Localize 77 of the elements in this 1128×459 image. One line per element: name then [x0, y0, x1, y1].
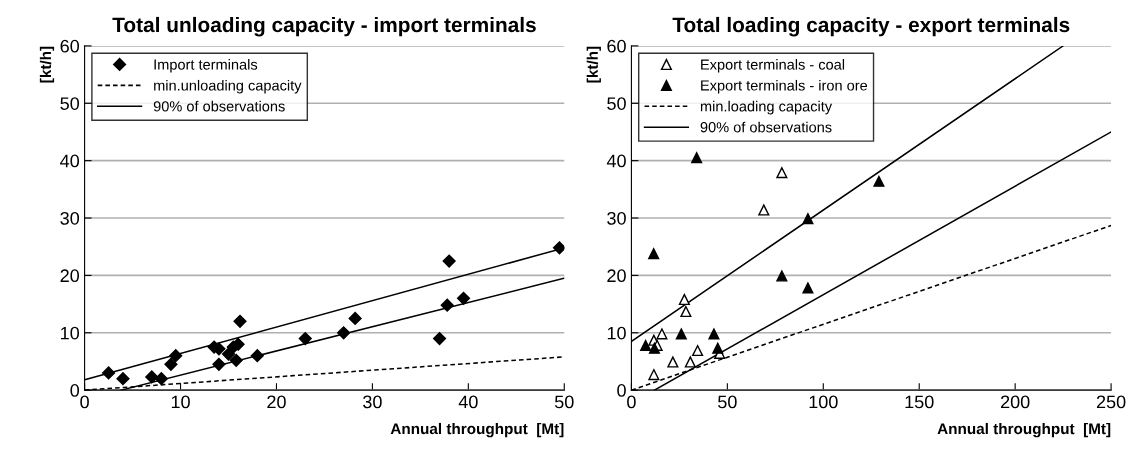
point — [337, 326, 351, 340]
y-tick-label: 20 — [60, 269, 80, 283]
legend-label: Export terminals - coal — [701, 59, 845, 73]
point — [432, 331, 447, 346]
point — [648, 369, 660, 381]
x-tick-label: 200 — [1000, 395, 1030, 409]
point — [456, 291, 471, 305]
point — [692, 345, 704, 357]
x-tick-label: 10 — [171, 395, 190, 409]
x-tick-label: 50 — [554, 395, 574, 409]
point — [440, 298, 454, 312]
point — [776, 270, 788, 282]
point — [656, 328, 668, 340]
point — [250, 349, 264, 363]
x-tick-label: 250 — [1096, 395, 1126, 409]
point — [233, 314, 247, 328]
x-tick-label: 20 — [267, 395, 286, 409]
chart-title: Total loading capacity - export terminals — [672, 16, 1070, 37]
point — [678, 293, 690, 306]
x-tick-label: 0 — [80, 395, 89, 409]
x-tick-label: 30 — [363, 395, 382, 409]
y-axis-title: [kt/h] — [586, 46, 601, 83]
y-tick-label: 50 — [607, 97, 626, 110]
point — [552, 241, 565, 255]
point — [169, 349, 183, 363]
point — [116, 372, 130, 386]
y-tick-label: 40 — [606, 154, 626, 168]
point — [802, 282, 814, 294]
point — [680, 305, 692, 318]
legend-label: min.unloading capacity — [154, 79, 302, 94]
y-tick-label: 60 — [60, 39, 80, 53]
x-axis-title: Annual throughput [Mt] — [390, 422, 564, 438]
legend-label: Import terminals — [154, 59, 258, 73]
y-tick-label: 40 — [60, 154, 80, 168]
y-tick-label: 20 — [607, 269, 626, 283]
x-tick-label: 0 — [627, 395, 636, 409]
point — [101, 366, 116, 380]
legend-label: 90% of observations — [700, 121, 832, 133]
point — [802, 213, 814, 225]
point — [442, 254, 456, 268]
point — [348, 311, 362, 326]
x-tick-label: 100 — [809, 395, 838, 409]
point — [164, 357, 178, 371]
y-tick-label: 60 — [607, 39, 626, 53]
x-tick-label: 40 — [458, 395, 478, 409]
point — [221, 347, 236, 361]
point — [229, 353, 243, 367]
legend-label: min.loading capacity — [700, 100, 833, 115]
point — [684, 356, 696, 368]
x-tick-label: 150 — [905, 395, 934, 409]
point — [648, 248, 660, 260]
point — [298, 331, 312, 346]
legend-label: 90% of observations — [153, 100, 285, 112]
chart-title: Total unloading capacity - import terminals — [112, 16, 536, 37]
point — [154, 372, 168, 386]
x-axis-title: Annual throughput [Mt] — [937, 422, 1111, 438]
point — [675, 328, 687, 340]
point — [667, 356, 679, 368]
point — [712, 342, 724, 354]
x-tick-label: 50 — [718, 395, 737, 409]
y-axis-title: [kt/h] — [39, 46, 55, 83]
point — [873, 175, 885, 187]
point — [708, 328, 720, 340]
y-tick-label: 30 — [607, 211, 626, 225]
y-tick-label: 10 — [61, 326, 80, 340]
point — [145, 370, 159, 384]
point — [212, 357, 226, 371]
y-tick-label: 0 — [617, 384, 626, 397]
point — [776, 167, 788, 179]
y-tick-label: 50 — [60, 97, 80, 110]
point — [691, 152, 703, 164]
y-tick-label: 30 — [60, 211, 80, 225]
legend-label: Export terminals - iron ore — [701, 79, 868, 94]
point — [640, 339, 652, 351]
y-tick-label: 0 — [70, 384, 80, 397]
point — [758, 204, 770, 216]
y-tick-label: 10 — [607, 326, 626, 340]
